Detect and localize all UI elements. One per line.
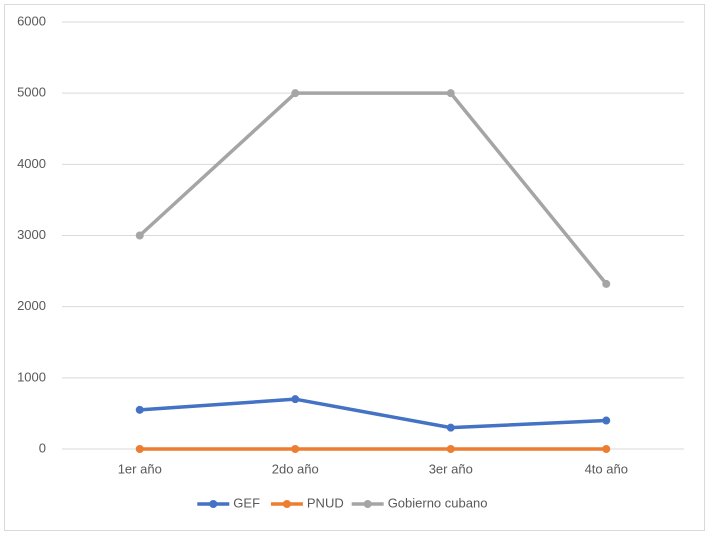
y-tick-label: 4000 (17, 156, 46, 171)
chart-border (4, 4, 705, 531)
y-tick-label: 3000 (17, 227, 46, 242)
x-tick-label: 1er año (118, 461, 162, 476)
legend-label: PNUD (307, 495, 344, 510)
series-line (138, 397, 608, 430)
legend-marker (363, 500, 372, 508)
legend-label: Gobierno cubano (388, 495, 488, 510)
data-point (446, 423, 455, 432)
x-tick-label: 4to año (585, 461, 628, 476)
data-point (135, 405, 144, 414)
data-point (291, 395, 300, 404)
legend-label: GEF (233, 495, 260, 510)
x-tick-label: 3er año (429, 461, 473, 476)
data-point (135, 231, 144, 240)
data-point (135, 445, 144, 453)
legend-marker (209, 500, 218, 508)
data-point (446, 445, 455, 453)
data-point (602, 279, 611, 288)
data-point (602, 416, 611, 425)
y-tick-label: 1000 (17, 369, 46, 384)
y-tick-label: 2000 (17, 298, 46, 313)
y-tick-label: 5000 (17, 85, 46, 100)
data-point (291, 89, 300, 98)
data-point (291, 445, 300, 453)
y-tick-label: 0 (39, 440, 46, 455)
data-point (602, 445, 611, 453)
series-line (138, 91, 608, 286)
x-tick-label: 2do año (272, 461, 319, 476)
data-point (446, 89, 455, 98)
y-tick-label: 6000 (17, 13, 46, 28)
legend-marker (282, 500, 291, 508)
